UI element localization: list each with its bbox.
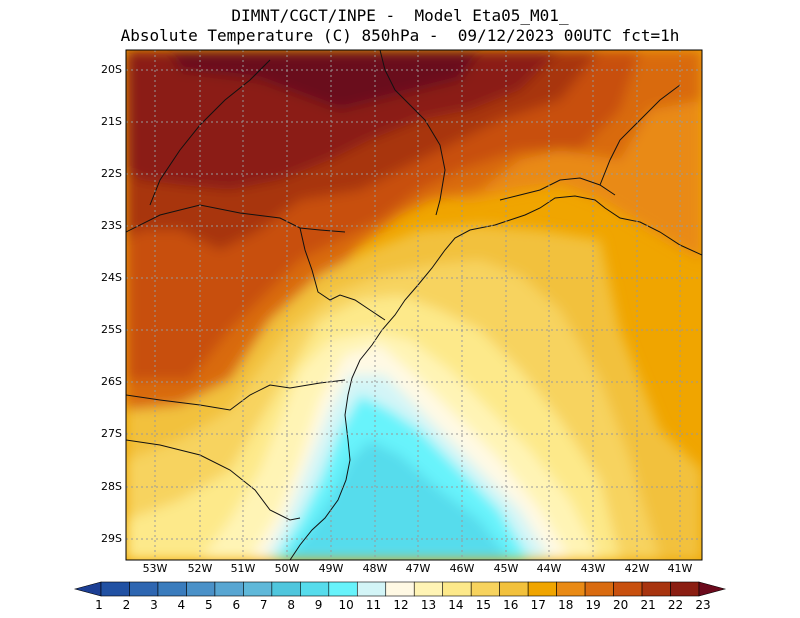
zone-23 xyxy=(170,50,480,110)
colorbar-swatch xyxy=(527,581,557,597)
state-border-mg-sp xyxy=(126,204,346,233)
colorbar-swatch xyxy=(271,581,301,597)
colorbar-label: 9 xyxy=(314,598,323,612)
lon-label: 52W xyxy=(187,562,213,575)
lat-label: 24S xyxy=(101,271,122,284)
lat-label: 22S xyxy=(101,167,122,180)
state-border-sp-pr xyxy=(299,227,386,321)
colorbar-label: 18 xyxy=(558,598,574,612)
colorbar-swatch xyxy=(129,581,159,597)
colorbar-label: 7 xyxy=(259,598,268,612)
colorbar-swatch xyxy=(300,581,330,597)
colorbar-swatch xyxy=(214,581,244,597)
colorbar-label: 6 xyxy=(232,598,241,612)
lat-label: 28S xyxy=(101,480,122,493)
lon-label: 42W xyxy=(624,562,650,575)
colorbar-label: 2 xyxy=(122,598,131,612)
colorbar-min-arrow xyxy=(73,581,102,597)
colorbar-max-arrow xyxy=(698,581,727,597)
colorbar-swatch xyxy=(100,581,130,597)
state-border-mg-es xyxy=(599,84,681,186)
lat-label: 20S xyxy=(101,63,122,76)
colorbar-swatch xyxy=(186,581,216,597)
lon-label: 49W xyxy=(318,562,344,575)
colorbar-label: 10 xyxy=(338,598,354,612)
colorbar xyxy=(73,581,727,597)
colorbar-swatch xyxy=(670,581,700,597)
lon-label: 46W xyxy=(449,562,475,575)
zone-22 xyxy=(126,50,560,190)
colorbar-label: 21 xyxy=(640,598,656,612)
colorbar-swatch xyxy=(413,581,444,597)
colorbar-swatch xyxy=(556,581,586,597)
colorbar-label: 3 xyxy=(150,598,158,612)
colorbar-label: 22 xyxy=(667,598,684,612)
colorbar-swatch xyxy=(470,581,500,597)
colorbar-swatch xyxy=(499,581,529,597)
colorbar-label: 8 xyxy=(287,598,295,612)
colorbar-swatch xyxy=(243,581,273,597)
lon-label: 53W xyxy=(142,562,168,575)
state-border-pr-sc xyxy=(126,379,346,411)
colorbar-swatch xyxy=(385,581,415,597)
colorbar-label: 4 xyxy=(177,598,186,612)
colorbar-swatch xyxy=(641,581,671,597)
state-border-sp-mg xyxy=(379,50,446,216)
lon-label: 48W xyxy=(362,562,388,575)
lon-label: 47W xyxy=(405,562,431,575)
colorbar-label: 1 xyxy=(95,598,103,612)
colorbar-label: 5 xyxy=(204,598,213,612)
colorbar-swatch xyxy=(442,581,472,597)
colorbar-label: 15 xyxy=(475,598,491,612)
lon-label: 44W xyxy=(536,562,562,575)
colorbar-label: 11 xyxy=(365,598,382,612)
colorbar-swatch xyxy=(613,581,643,597)
zone-09 xyxy=(285,440,510,560)
colorbar-label: 13 xyxy=(420,598,437,612)
colorbar-swatch xyxy=(328,581,358,597)
lat-label: 26S xyxy=(101,375,122,388)
colorbar-swatch xyxy=(584,581,614,597)
colorbar-label: 19 xyxy=(585,598,601,612)
colorbar-label: 17 xyxy=(530,598,546,612)
colorbar-label: 12 xyxy=(393,598,409,612)
lat-label: 27S xyxy=(101,427,122,440)
map-frame xyxy=(125,49,703,561)
lat-label: 21S xyxy=(101,115,122,128)
lon-label: 43W xyxy=(580,562,606,575)
lat-label: 25S xyxy=(101,323,122,336)
map-title-line-2: Absolute Temperature (C) 850hPa - 09/12/… xyxy=(120,26,680,45)
lon-label: 50W xyxy=(274,562,300,575)
colorbar-label: 16 xyxy=(503,598,519,612)
map-title-line-1: DIMNT/CGCT/INPE - Model Eta05_M01_ xyxy=(231,6,569,25)
lon-label: 45W xyxy=(493,562,519,575)
colorbar-label: 20 xyxy=(612,598,629,612)
colorbar-swatch xyxy=(157,581,187,597)
colorbar-swatch xyxy=(356,581,387,597)
temperature-field xyxy=(126,50,702,560)
lat-lon-grid xyxy=(126,50,702,560)
coastline xyxy=(289,195,702,560)
lon-label: 51W xyxy=(230,562,256,575)
lat-label: 23S xyxy=(101,219,122,232)
colorbar-label: 14 xyxy=(448,598,464,612)
colorbar-label: 23 xyxy=(695,598,711,612)
lon-label: 41W xyxy=(667,562,693,575)
lat-label: 29S xyxy=(101,532,122,545)
